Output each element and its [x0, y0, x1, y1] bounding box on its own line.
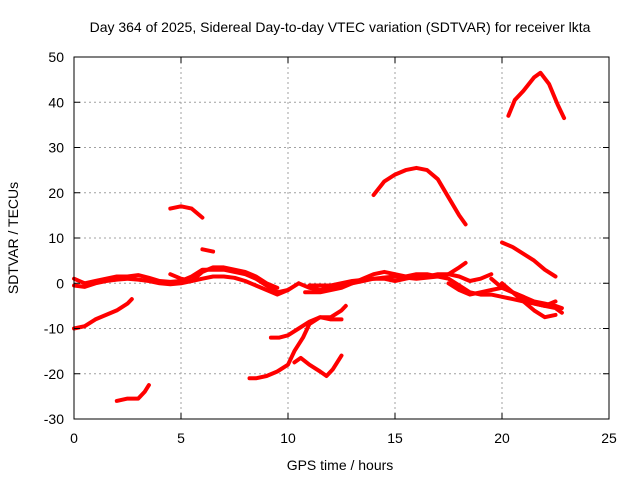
y-tick-label: 10 — [48, 230, 64, 246]
y-tick-label: 0 — [56, 275, 64, 291]
x-tick-label: 5 — [177, 430, 185, 446]
series-arc-main-band-c — [168, 265, 280, 290]
series-arc-mid-1 — [296, 272, 494, 292]
chart-title: Day 364 of 2025, Sidereal Day-to-day VTE… — [90, 19, 591, 35]
y-axis-label: SDTVAR / TECUs — [5, 182, 21, 294]
series-arc-main-band-b — [72, 274, 290, 297]
series-arc-late-2 — [489, 276, 558, 308]
series-arc-mid-2 — [303, 260, 468, 295]
series-arc-hump-46 — [506, 70, 567, 121]
series-arc-late-3 — [500, 281, 558, 320]
data-series — [72, 70, 567, 403]
series-arc-hump-25 — [371, 165, 468, 227]
y-tick-label: 50 — [48, 49, 64, 65]
axis-ticks: 0 5 10 15 20 25 -30 -20 -10 0 10 20 30 40 50 — [44, 49, 617, 446]
series-arc-pos-16 — [168, 204, 205, 220]
series-arc-small-7 — [200, 247, 216, 254]
series-arc-neg-start — [72, 297, 134, 331]
x-tick-label: 25 — [601, 430, 617, 446]
series-arc-neg-20-rise — [247, 315, 344, 381]
x-tick-label: 20 — [494, 430, 510, 446]
series-arc-mid-3 — [307, 274, 564, 315]
y-tick-label: 40 — [48, 94, 64, 110]
x-tick-label: 10 — [280, 430, 296, 446]
x-axis-label: GPS time / hours — [287, 457, 394, 473]
y-tick-label: -20 — [44, 366, 64, 382]
grid — [74, 57, 609, 419]
series-arc-late-decline — [500, 240, 558, 279]
series-arc-neg-17 — [292, 353, 344, 378]
x-tick-label: 0 — [70, 430, 78, 446]
y-tick-label: 30 — [48, 140, 64, 156]
series-arc-neg-12 — [268, 303, 348, 340]
x-tick-label: 15 — [387, 430, 403, 446]
y-tick-label: -30 — [44, 411, 64, 427]
y-tick-label: 20 — [48, 185, 64, 201]
y-tick-label: -10 — [44, 321, 64, 337]
series-arc-neg-26 — [114, 383, 151, 403]
